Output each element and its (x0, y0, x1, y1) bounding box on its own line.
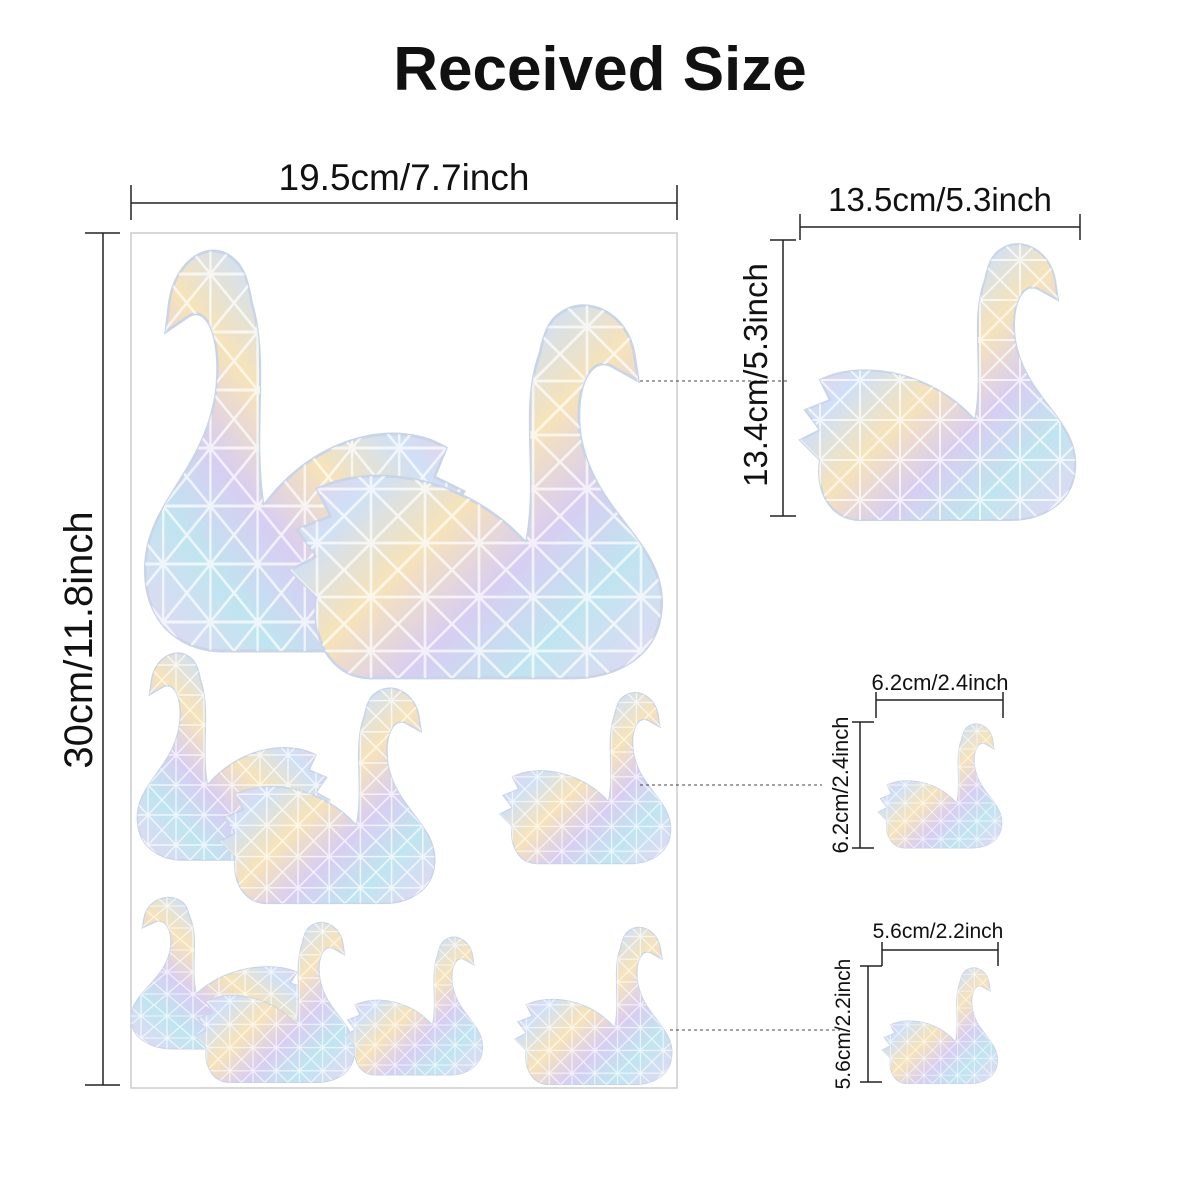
small-width-label: 5.6cm/2.2inch (873, 920, 1004, 943)
small-height-label: 5.6cm/2.2inch (832, 959, 855, 1090)
small-dimensions (670, 942, 999, 1083)
medium-dimensions (640, 692, 1004, 849)
medium-height-label: 6.2cm/2.4inch (828, 717, 853, 854)
medium-width-label: 6.2cm/2.4inch (872, 670, 1009, 695)
large-width-label: 13.5cm/5.3inch (828, 181, 1052, 218)
medium-swan (878, 724, 1002, 848)
sheet-height-label: 30cm/11.8inch (57, 511, 101, 768)
large-dimensions (640, 214, 1081, 517)
sheet-width-label: 19.5cm/7.7inch (279, 157, 530, 198)
sheet-height-dimension (85, 232, 120, 1086)
small-swan (882, 968, 998, 1084)
sheet-width-dimension (130, 185, 678, 220)
large-swan (800, 244, 1075, 520)
title: Received Size (393, 35, 807, 104)
large-height-label: 13.4cm/5.3inch (737, 263, 774, 487)
